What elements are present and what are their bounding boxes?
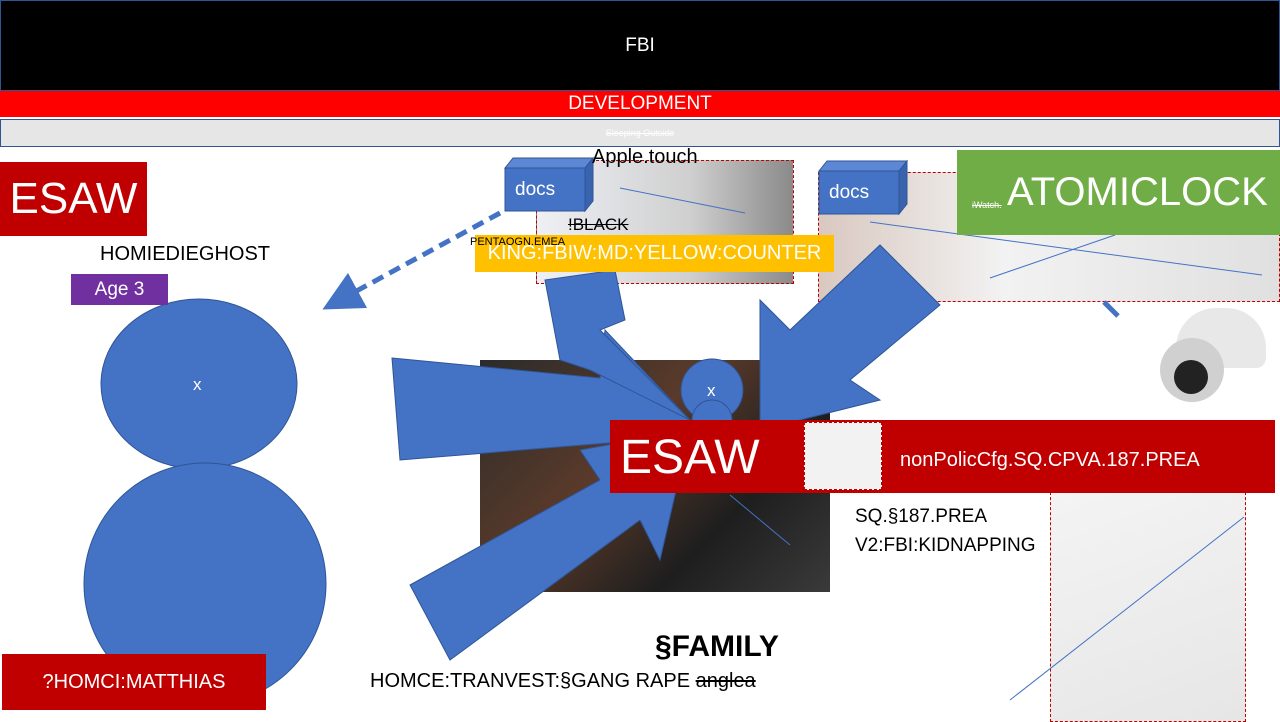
docs-cube — [817, 159, 909, 216]
sub-banner-text: Sleeping Outside — [605, 128, 675, 138]
apple-text: Apple.touch — [592, 146, 698, 168]
thin-line — [619, 187, 746, 214]
v2-text: V2:FBI:KIDNAPPING — [855, 535, 1036, 556]
header-bar: FBI — [0, 0, 1280, 91]
photo-right — [1050, 487, 1246, 722]
esaw-label: ESAW — [0, 162, 147, 236]
king-bar: KING:FBIW:MD:YELLOW:COUNTER — [475, 235, 834, 272]
docs-label: docs — [515, 179, 556, 200]
iwatch-text: iWatch. — [972, 200, 1002, 210]
connector — [1102, 300, 1120, 318]
header-title: FBI — [625, 34, 655, 56]
camera-image — [1156, 308, 1268, 408]
age-text: Age 3 — [94, 278, 145, 300]
age-badge: Age 3 — [71, 274, 168, 305]
thin-line — [729, 494, 791, 546]
docs-cube — [503, 156, 595, 213]
family-text: §FAMILY — [655, 630, 779, 663]
block-arrow — [759, 244, 941, 431]
esaw-text: ESAW — [9, 174, 138, 223]
sub-banner-bar: Sleeping Outside — [0, 119, 1280, 147]
circle-label: x — [193, 375, 202, 394]
esaw-bar: ESAW nonPolicCfg.SQ.CPVA.187.PREA — [610, 420, 1275, 493]
caption-text: HOMCE:TRANVEST:§GANG RAPE — [370, 670, 691, 692]
caption: HOMCE:TRANVEST:§GANG RAPE anglea — [370, 670, 756, 693]
thin-line — [869, 221, 1263, 276]
docs-label: docs — [829, 182, 870, 203]
name-text: HOMIEDIEGHOST — [100, 243, 271, 265]
logo-image — [804, 422, 882, 490]
banner-bar: DEVELOPMENT — [0, 91, 1280, 117]
policy-text: nonPolicCfg.SQ.CPVA.187.PREA — [900, 449, 1200, 471]
king-text: KING:FBIW:MD:YELLOW:COUNTER — [487, 242, 822, 264]
pentagon-text: PENTAOGN.EMEA — [470, 236, 566, 248]
dashed-arrow — [322, 210, 502, 310]
esaw-bar-text: ESAW — [620, 431, 760, 484]
footer-label: ?HOMCI:MATTHIAS — [2, 654, 266, 710]
block-arrow — [544, 269, 691, 421]
banner-text: DEVELOPMENT — [568, 93, 712, 114]
footer-text: ?HOMCI:MATTHIAS — [42, 670, 226, 693]
thin-line — [1009, 516, 1245, 701]
thin-line — [989, 234, 1116, 279]
atomic-text: ATOMICLOCK — [1007, 170, 1268, 214]
black-text: !BLACK — [568, 215, 629, 234]
small-circle-label: x — [707, 381, 716, 400]
caption-struck: anglea — [695, 670, 756, 692]
atomic-box: iWatch. ATOMICLOCK — [957, 150, 1280, 235]
sq-text: SQ.§187.PREA — [855, 506, 988, 527]
